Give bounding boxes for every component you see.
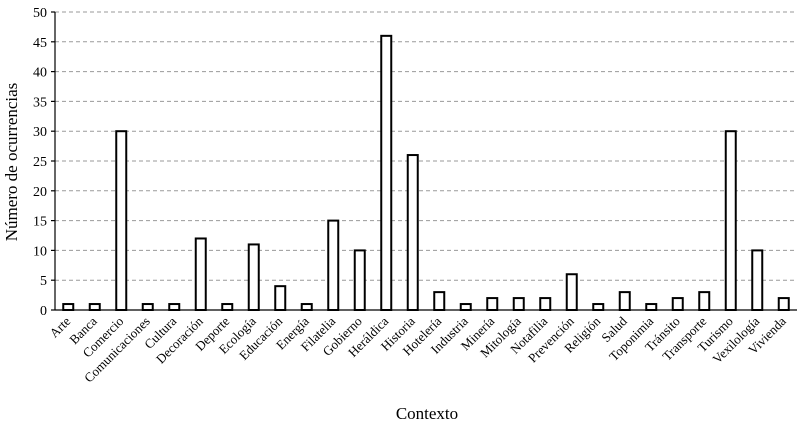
y-tick-label: 45 xyxy=(33,36,47,51)
bar-minería xyxy=(486,297,499,311)
x-axis-title: Contexto xyxy=(396,404,458,423)
bar-energía xyxy=(300,303,313,312)
y-tick-label: 50 xyxy=(33,6,47,21)
bar-notafilia xyxy=(539,297,552,311)
bars xyxy=(62,34,790,312)
bar-deporte xyxy=(221,303,234,312)
bar-filatelia xyxy=(327,219,340,312)
y-tick-label: 0 xyxy=(40,304,47,319)
bar-historia xyxy=(406,154,419,311)
bar-decoración xyxy=(194,237,207,311)
y-tick-label: 10 xyxy=(33,244,47,259)
bar-prevención xyxy=(565,273,578,311)
y-tick-label: 35 xyxy=(33,95,47,110)
y-tick-label: 40 xyxy=(33,66,47,81)
bar-industria xyxy=(459,303,472,312)
y-tick-label: 5 xyxy=(40,274,47,289)
bar-tránsito xyxy=(671,297,684,311)
y-tick-label: 20 xyxy=(33,185,47,200)
bar-salud xyxy=(618,291,631,311)
bar-religión xyxy=(592,303,605,312)
bar-vexilología xyxy=(751,249,764,311)
bar-toponimia xyxy=(645,303,658,312)
bar-heráldica xyxy=(380,34,393,312)
bar-gobierno xyxy=(353,249,366,311)
bar-transporte xyxy=(698,291,711,311)
bar-ecología xyxy=(247,243,260,311)
bar-comercio xyxy=(115,130,128,311)
bar-comunicaciones xyxy=(141,303,154,312)
bar-banca xyxy=(88,303,101,312)
y-tick-labels: 0 5 10 15 20 25 30 35 40 45 50 xyxy=(33,6,55,319)
bar-educación xyxy=(274,285,287,312)
bar-arte xyxy=(62,303,75,312)
y-tick-label: 30 xyxy=(33,125,47,140)
x-tick-labels: ArteBancaComercioComunicacionesCulturaDe… xyxy=(46,313,789,385)
bar-mitología xyxy=(512,297,525,311)
y-tick-label: 15 xyxy=(33,215,47,230)
bar-turismo xyxy=(724,130,737,311)
y-tick-label: 25 xyxy=(33,155,47,170)
y-axis-title: Número de ocurrencias xyxy=(2,83,21,242)
bar-hotelería xyxy=(433,291,446,311)
bar-cultura xyxy=(168,303,181,312)
gridlines xyxy=(55,11,797,281)
bar-vivienda xyxy=(777,297,790,311)
